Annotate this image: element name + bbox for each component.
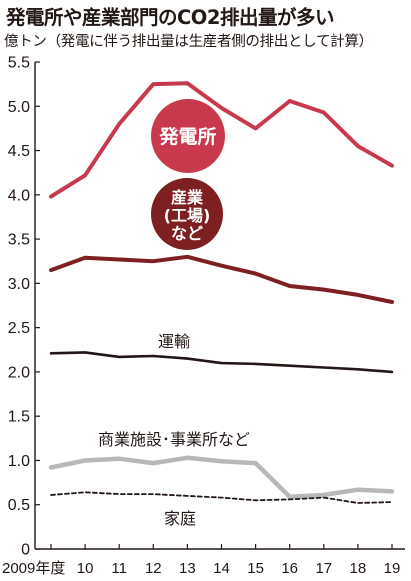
transport-label: 運輸	[158, 332, 190, 351]
x-tick-label: 14	[213, 560, 230, 577]
household-label: 家庭	[164, 509, 196, 528]
chart-title: 発電所や産業部門のCO2排出量が多い	[6, 6, 334, 29]
y-tick-label: 3.5	[8, 232, 30, 249]
y-tick-label: 1.5	[8, 409, 30, 426]
industry-label-badge	[151, 178, 223, 250]
commercial-line	[48, 455, 395, 500]
industry-label-line1: 産業	[171, 188, 204, 207]
power-label: 発電所	[158, 125, 216, 148]
y-tick-label: 1.0	[8, 453, 30, 470]
x-tick-label: 18	[350, 560, 367, 577]
series-lines	[48, 81, 395, 504]
x-tick-label: 2009年度	[2, 560, 65, 577]
commercial-label: 商業施設･事業所など	[98, 430, 250, 449]
y-tick-label: 3.0	[8, 276, 30, 293]
y-tick-label: 0.5	[8, 497, 30, 514]
y-tick-label: 4.5	[8, 143, 30, 160]
x-tick-label: 19	[384, 560, 401, 577]
industry-label-line2: (工場)	[164, 206, 211, 225]
chart-subtitle: 億トン（発電に伴う排出量は生産者側の排出として計算）	[4, 34, 373, 50]
y-tick-label: 5.5	[8, 55, 30, 72]
y-tick-label: 2.0	[8, 364, 30, 381]
x-tick-label: 15	[247, 560, 264, 577]
power-line	[49, 81, 394, 199]
y-tick-label: 5.0	[8, 99, 30, 116]
household-line	[50, 491, 393, 504]
x-axis: 2009年度 10 11 12 13 14 15 16 17 18 19	[2, 544, 405, 577]
y-tick-label: 4.0	[8, 187, 30, 204]
transport-line	[49, 351, 394, 374]
x-tick-label: 10	[77, 560, 94, 577]
x-tick-label: 17	[315, 560, 332, 577]
industry-line	[49, 254, 394, 304]
y-axis: 0 0.5 1.0 1.5 2.0 2.5 3.0 3.5 4.0 4.5 5.0 5.5	[8, 55, 40, 559]
industry-label-line3: など	[171, 224, 203, 243]
x-tick-label: 11	[111, 560, 127, 577]
x-tick-label: 12	[145, 560, 162, 577]
x-tick-label: 16	[281, 560, 298, 577]
y-tick-label: 0	[21, 542, 30, 559]
y-tick-label: 2.5	[8, 320, 30, 337]
power-label-badge	[151, 99, 225, 173]
x-tick-label: 13	[179, 560, 196, 577]
series-labels: 発電所 産業 (工場) など 運輸 商業施設･事業所など 家庭	[98, 99, 250, 528]
